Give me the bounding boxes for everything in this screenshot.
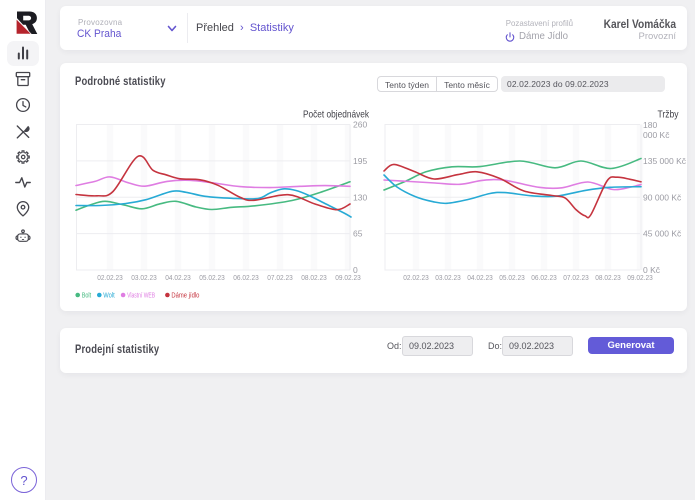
- svg-text:130: 130: [353, 192, 367, 202]
- svg-text:09.02.23: 09.02.23: [335, 273, 361, 282]
- svg-text:04.02.23: 04.02.23: [165, 273, 191, 282]
- svg-text:08.02.23: 08.02.23: [595, 273, 621, 282]
- svg-text:02.02.23: 02.02.23: [403, 273, 429, 282]
- svg-text:180: 180: [643, 120, 657, 130]
- svg-text:07.02.23: 07.02.23: [267, 273, 293, 282]
- svg-text:0 Kč: 0 Kč: [643, 265, 661, 275]
- svg-text:06.02.23: 06.02.23: [233, 273, 259, 282]
- svg-text:Tržby: Tržby: [658, 109, 680, 121]
- svg-text:0: 0: [353, 265, 358, 275]
- svg-text:09.02.23: 09.02.23: [627, 273, 653, 282]
- svg-text:260: 260: [353, 120, 367, 130]
- svg-text:06.02.23: 06.02.23: [531, 273, 557, 282]
- svg-text:03.02.23: 03.02.23: [131, 273, 157, 282]
- svg-text:Počet objednávek: Počet objednávek: [303, 109, 370, 121]
- svg-text:Wolt: Wolt: [103, 293, 115, 300]
- svg-text:135 000 Kč: 135 000 Kč: [643, 156, 687, 166]
- svg-text:03.02.23: 03.02.23: [435, 273, 461, 282]
- svg-text:Bolt: Bolt: [82, 293, 92, 300]
- svg-text:05.02.23: 05.02.23: [499, 273, 525, 282]
- svg-text:07.02.23: 07.02.23: [563, 273, 589, 282]
- svg-text:05.02.23: 05.02.23: [199, 273, 225, 282]
- svg-text:45 000 Kč: 45 000 Kč: [643, 229, 682, 239]
- svg-text:65: 65: [353, 229, 363, 239]
- svg-text:000 Kč: 000 Kč: [643, 130, 670, 140]
- svg-text:90 000 Kč: 90 000 Kč: [643, 192, 682, 202]
- svg-text:08.02.23: 08.02.23: [301, 273, 327, 282]
- svg-text:195: 195: [353, 156, 367, 166]
- svg-text:04.02.23: 04.02.23: [467, 273, 493, 282]
- svg-text:Vlastní WEB: Vlastní WEB: [127, 293, 155, 300]
- svg-text:Dáme jídlo: Dáme jídlo: [171, 293, 199, 300]
- svg-text:02.02.23: 02.02.23: [97, 273, 123, 282]
